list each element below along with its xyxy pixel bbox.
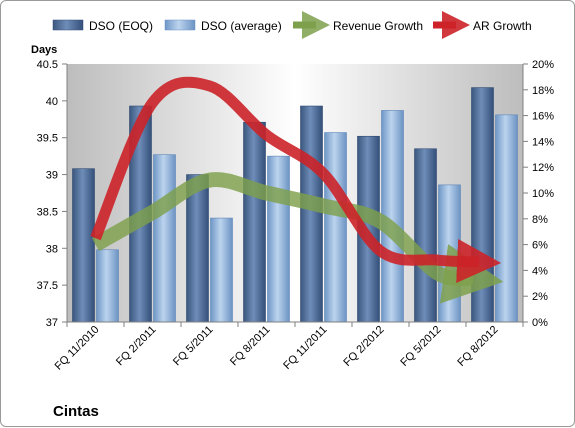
legend-label: DSO (EOQ) xyxy=(89,19,153,33)
legend-label: DSO (average) xyxy=(201,19,282,33)
right-tick-label: 6% xyxy=(532,240,548,252)
bar-dso-eoq xyxy=(243,121,266,323)
chart-title: Cintas xyxy=(53,403,99,420)
left-tick-label: 38 xyxy=(46,243,58,255)
right-tick-label: 20% xyxy=(532,59,554,71)
left-tick-label: 37 xyxy=(46,317,58,329)
right-tick-label: 12% xyxy=(532,162,554,174)
right-tick-label: 16% xyxy=(532,111,554,123)
legend-item-ar-growth: AR Growth xyxy=(433,11,532,39)
x-tick-label: FQ 11/2010 xyxy=(53,324,102,373)
legend-item-dso-eoq: DSO (EOQ) xyxy=(52,19,153,33)
bar-dso-average xyxy=(438,184,461,323)
x-tick-label: FQ 5/2011 xyxy=(171,324,216,369)
left-tick-label: 40.5 xyxy=(37,59,58,71)
left-tick-label: 38.5 xyxy=(37,206,58,218)
left-tick-label: 37.5 xyxy=(37,280,58,292)
right-tick-label: 10% xyxy=(532,188,554,200)
right-tick-label: 2% xyxy=(532,291,548,303)
bar-dso-average xyxy=(495,114,518,323)
x-tick-label: FQ 8/2012 xyxy=(455,324,500,369)
bar-dso-average xyxy=(210,217,233,323)
bar-dso-eoq xyxy=(414,148,437,323)
x-tick-label: FQ 8/2011 xyxy=(228,324,273,369)
bar-dso-average xyxy=(324,132,347,323)
bar-dso-average xyxy=(153,154,176,323)
line-ar-growth xyxy=(90,76,502,283)
x-tick-label: FQ 11/2011 xyxy=(281,324,329,372)
legend-label: AR Growth xyxy=(473,19,532,33)
legend-item-dso-average: DSO (average) xyxy=(164,19,282,33)
right-tick-label: 4% xyxy=(532,265,548,277)
x-tick-label: FQ 2/2012 xyxy=(341,324,386,369)
line-revenue-growth xyxy=(91,172,504,304)
line-layer xyxy=(90,76,504,304)
bar-dso-eoq xyxy=(186,174,209,323)
right-tick-label: 8% xyxy=(532,214,548,226)
left-tick-label: 40 xyxy=(46,96,58,108)
bar-dso-eoq xyxy=(72,168,95,323)
right-tick-label: 14% xyxy=(532,136,554,148)
left-tick-label: 39.5 xyxy=(37,133,58,145)
right-tick-label: 0% xyxy=(532,317,548,329)
legend-label: Revenue Growth xyxy=(333,19,423,33)
bar-dso-eoq xyxy=(300,105,323,323)
x-tick-label: FQ 2/2011 xyxy=(114,324,159,369)
bar-dso-average xyxy=(96,249,119,323)
legend-item-revenue-growth: Revenue Growth xyxy=(293,11,423,39)
x-tick-label: FQ 5/2012 xyxy=(398,324,443,369)
legend: DSO (EOQ) DSO (average) Revenue Growth A… xyxy=(52,11,532,39)
bar-dso-eoq xyxy=(471,87,494,323)
left-axis-title: Days xyxy=(31,44,57,56)
bar-dso-average xyxy=(267,155,290,323)
left-tick-label: 39 xyxy=(46,170,58,182)
right-tick-label: 18% xyxy=(532,85,554,97)
